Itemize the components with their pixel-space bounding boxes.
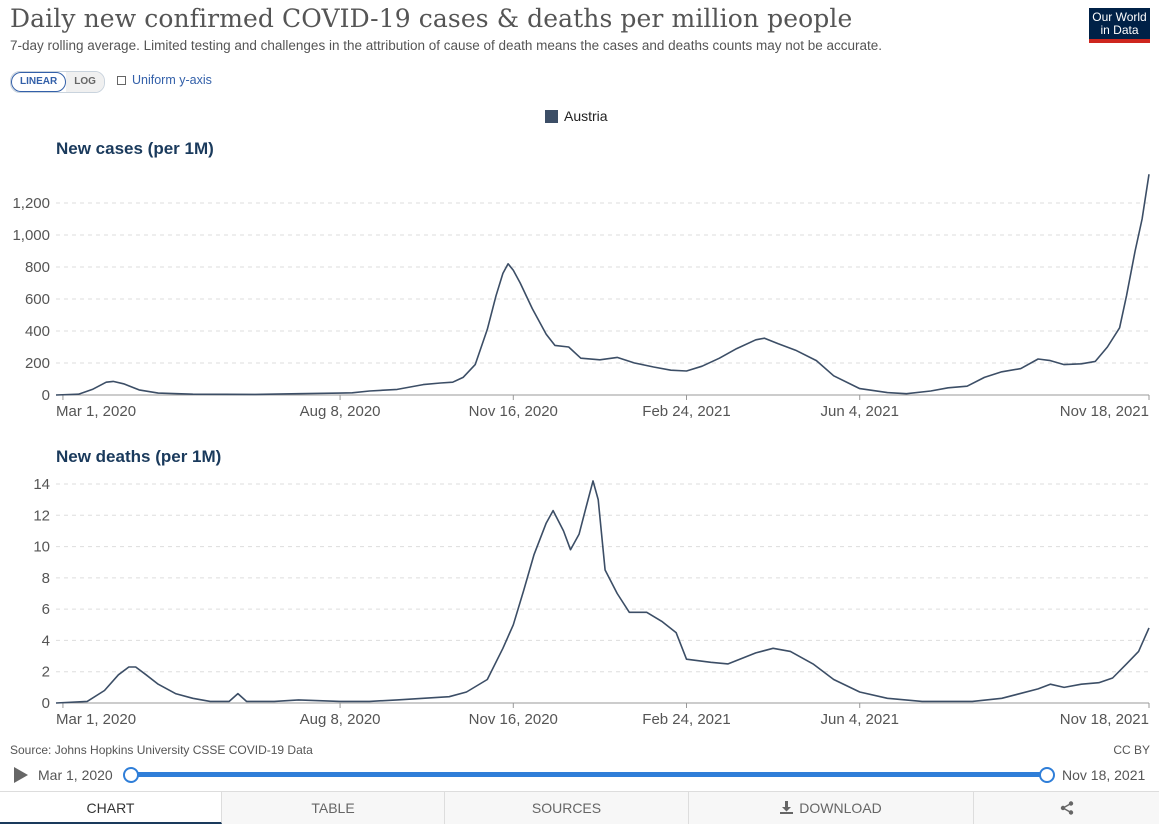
cases-x-tick-label: Jun 4, 2021 bbox=[821, 403, 899, 420]
deaths-y-tick-label: 10 bbox=[33, 539, 50, 556]
legend-label: Austria bbox=[564, 108, 608, 124]
tab-download-label: DOWNLOAD bbox=[799, 800, 882, 816]
deaths-x-tick-label: Mar 1, 2020 bbox=[56, 711, 136, 728]
log-scale-button[interactable]: LOG bbox=[66, 72, 104, 92]
deaths-y-tick-label: 0 bbox=[42, 695, 50, 712]
timeline-end-handle[interactable] bbox=[1039, 767, 1055, 783]
deaths-y-tick-label: 14 bbox=[33, 476, 50, 493]
logo-line-1: Our World bbox=[1092, 10, 1147, 24]
deaths-y-tick-label: 2 bbox=[42, 664, 50, 681]
timeline-start-label: Mar 1, 2020 bbox=[38, 767, 113, 783]
deaths-panel-title: New deaths (per 1M) bbox=[56, 447, 222, 466]
logo-line-2: in Data bbox=[1100, 22, 1139, 37]
uniform-y-axis-label: Uniform y-axis bbox=[132, 73, 212, 87]
tab-share[interactable] bbox=[974, 792, 1159, 824]
timeline-end-label: Nov 18, 2021 bbox=[1062, 767, 1146, 783]
tab-sources[interactable]: SOURCES bbox=[445, 792, 689, 824]
legend-swatch bbox=[545, 109, 558, 123]
deaths-x-tick-label: Jun 4, 2021 bbox=[821, 711, 899, 728]
deaths-x-tick-label: Aug 8, 2020 bbox=[300, 711, 381, 728]
cases-y-tick-label: 400 bbox=[25, 323, 50, 340]
cases-x-tick-label: Aug 8, 2020 bbox=[300, 403, 381, 420]
timeline-start-handle[interactable] bbox=[123, 767, 139, 783]
tab-download[interactable]: DOWNLOAD bbox=[689, 792, 974, 824]
timeline: Mar 1, 2020 Nov 18, 2021 bbox=[0, 762, 1159, 788]
deaths-y-tick-label: 6 bbox=[42, 601, 50, 618]
cases-x-tick-label: Mar 1, 2020 bbox=[56, 403, 136, 420]
tab-chart[interactable]: CHART bbox=[0, 792, 222, 824]
chart-area: 0 200 400 600 800 1,000 1,200 Mar 1, 2020 Aug 8,… bbox=[12, 174, 1150, 728]
source-note: Source: Johns Hopkins University CSSE CO… bbox=[10, 743, 313, 757]
license-link[interactable]: CC BY bbox=[1113, 743, 1150, 757]
scale-toggle: LINEAR LOG bbox=[10, 71, 105, 93]
cases-y-tick-label: 1,000 bbox=[12, 227, 50, 244]
deaths-x-tick-label: Nov 16, 2020 bbox=[469, 711, 558, 728]
tab-table[interactable]: TABLE bbox=[222, 792, 445, 824]
cases-y-tick-label: 800 bbox=[25, 259, 50, 276]
chart-title: Daily new confirmed COVID-19 cases & dea… bbox=[10, 4, 853, 33]
tab-bar: CHART TABLE SOURCES DOWNLOAD bbox=[0, 791, 1159, 825]
legend[interactable]: Austria bbox=[545, 108, 608, 124]
deaths-x-tick-label: Nov 18, 2021 bbox=[1060, 711, 1149, 728]
cases-y-tick-label: 0 bbox=[42, 387, 50, 404]
play-icon[interactable] bbox=[14, 767, 28, 783]
cases-y-tick-label: 600 bbox=[25, 291, 50, 308]
deaths-x-tick-label: Feb 24, 2021 bbox=[642, 711, 730, 728]
timeline-track[interactable] bbox=[130, 772, 1046, 777]
deaths-series-line bbox=[55, 480, 1150, 704]
share-icon bbox=[1060, 801, 1073, 815]
cases-x-tick-label: Feb 24, 2021 bbox=[642, 403, 730, 420]
cases-y-tick-label: 200 bbox=[25, 355, 50, 372]
linear-scale-button[interactable]: LINEAR bbox=[11, 72, 67, 92]
deaths-y-tick-label: 4 bbox=[42, 632, 50, 649]
cases-x-tick-label: Nov 16, 2020 bbox=[469, 403, 558, 420]
chart-subtitle: 7-day rolling average. Limited testing a… bbox=[10, 38, 883, 53]
cases-y-tick-label: 1,200 bbox=[12, 195, 50, 212]
cases-panel-title: New cases (per 1M) bbox=[56, 139, 214, 158]
deaths-y-tick-label: 8 bbox=[42, 570, 50, 587]
cases-x-tick-label: Nov 18, 2021 bbox=[1060, 403, 1149, 420]
cases-series-line bbox=[55, 174, 1150, 396]
owid-logo[interactable]: Our World in Data bbox=[1089, 8, 1150, 43]
checkbox-icon[interactable] bbox=[117, 75, 126, 85]
download-icon bbox=[780, 801, 794, 814]
deaths-y-tick-label: 12 bbox=[33, 507, 50, 524]
uniform-y-axis-toggle[interactable]: Uniform y-axis bbox=[117, 73, 212, 87]
